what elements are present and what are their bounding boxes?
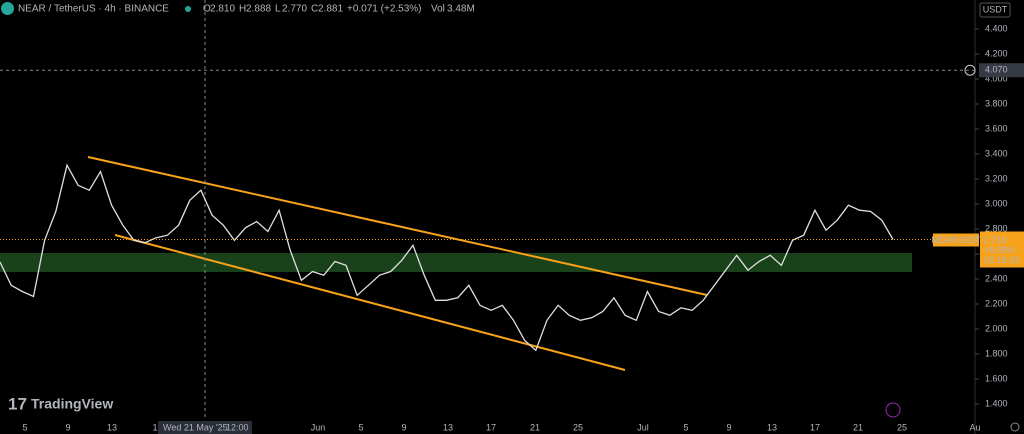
y-tick-label: 1.400 bbox=[985, 398, 1008, 408]
x-tick-label: Au bbox=[969, 422, 980, 432]
symbol-icon bbox=[1, 2, 14, 15]
vol-key: Vol bbox=[431, 4, 445, 15]
y-tick-label: 3.600 bbox=[985, 123, 1008, 133]
y-tick-label: 3.400 bbox=[985, 148, 1008, 158]
ohlc-value: 2.881 bbox=[318, 4, 343, 15]
ohlc-key: H bbox=[239, 4, 246, 15]
last-price: 2.716 bbox=[984, 235, 1007, 245]
ohlc-value: 2.770 bbox=[282, 4, 307, 15]
price-line bbox=[0, 163, 894, 352]
x-tick-label: 21 bbox=[853, 422, 863, 432]
status-dot bbox=[185, 6, 191, 12]
crosshair-date-box bbox=[158, 421, 252, 434]
x-tick-label: 5 bbox=[358, 422, 363, 432]
y-tick-label: 1.800 bbox=[985, 348, 1008, 358]
ohlc-value: 2.888 bbox=[246, 4, 271, 15]
x-tick-label: 25 bbox=[897, 422, 907, 432]
y-tick-label: 2.000 bbox=[985, 323, 1008, 333]
x-tick-label: Jun bbox=[311, 422, 326, 432]
x-tick-label: 9 bbox=[726, 422, 731, 432]
ohlc-key: O bbox=[203, 4, 211, 15]
ohlc: O 2.810 H 2.888 L 2.770 C 2.881 +0.071 (+2.53%) V… bbox=[203, 4, 475, 15]
symbol-tag: NEARUSDT bbox=[931, 235, 981, 245]
y-tick-label: 2.400 bbox=[985, 273, 1008, 283]
ohlc-key: C bbox=[311, 4, 318, 15]
y-tick-label: 4.000 bbox=[985, 73, 1008, 83]
currency[interactable]: USDT bbox=[983, 4, 1008, 14]
currency-box[interactable] bbox=[979, 2, 1011, 18]
ohlc-key: L bbox=[275, 4, 281, 15]
x-tick-label: 25 bbox=[573, 422, 583, 432]
ohlc-value: 2.810 bbox=[210, 4, 235, 15]
x-tick-label: 9 bbox=[65, 422, 70, 432]
vol-value: 3.48M bbox=[447, 4, 475, 15]
x-tick-label: Jul bbox=[637, 422, 649, 432]
settings-icon[interactable] bbox=[1010, 422, 1020, 432]
crosshair-price: 4.070 bbox=[985, 65, 1008, 75]
symbol: NEAR / TetherUS · 4h · BINANCE bbox=[18, 4, 169, 15]
add-alert bbox=[964, 64, 976, 76]
x-tick-label: 13 bbox=[107, 422, 117, 432]
change: +0.071 (+2.53%) bbox=[347, 4, 422, 15]
countdown: 02:16:20 bbox=[984, 255, 1019, 265]
crosshair-price-box bbox=[979, 63, 1024, 78]
x-tick-label: 13 bbox=[767, 422, 777, 432]
x-tick-label: 17 bbox=[486, 422, 496, 432]
y-tick-label: 4.400 bbox=[985, 23, 1008, 33]
y-tick-label: 3.200 bbox=[985, 173, 1008, 183]
flash-icon[interactable] bbox=[885, 402, 901, 418]
y-tick-label: 3.000 bbox=[985, 198, 1008, 208]
x-tick-label: 1 bbox=[152, 422, 157, 432]
x-tick-label: 9 bbox=[401, 422, 406, 432]
x-tick-label: 21 bbox=[530, 422, 540, 432]
x-tick-label: 5 bbox=[683, 422, 688, 432]
x-tick-label: 13 bbox=[443, 422, 453, 432]
y-tick-label: 4.200 bbox=[985, 48, 1008, 58]
x-tick-label: 5 bbox=[22, 422, 27, 432]
brand: TradingView bbox=[31, 396, 113, 412]
y-tick-label: 2.200 bbox=[985, 298, 1008, 308]
crosshair-date: Wed 21 May '25 bbox=[163, 422, 228, 432]
last-price-box bbox=[980, 231, 1024, 268]
channel-upper bbox=[87, 156, 708, 296]
logo-mark: 17 bbox=[8, 394, 27, 413]
y-tick-label: 3.800 bbox=[985, 98, 1008, 108]
y-tick-label: 2.800 bbox=[985, 223, 1008, 233]
last-change: +6.68% bbox=[984, 245, 1015, 255]
channel-lower bbox=[114, 234, 626, 371]
symbol-tag-box bbox=[933, 233, 979, 247]
x-tick-label: 17 bbox=[810, 422, 820, 432]
demand-zone bbox=[0, 253, 912, 272]
crosshair-time: 12:00 bbox=[226, 422, 249, 432]
y-tick-label: 1.600 bbox=[985, 373, 1008, 383]
